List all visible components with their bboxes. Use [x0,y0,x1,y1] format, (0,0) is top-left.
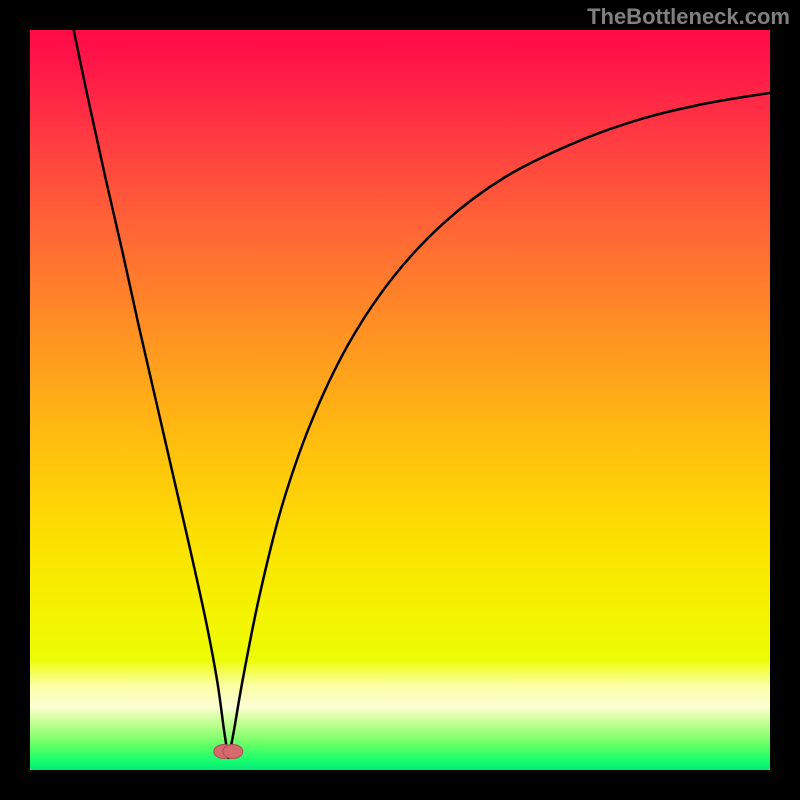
curve-left-branch [74,30,229,759]
curve-right-branch [228,93,770,759]
min-marker [214,745,243,759]
bottleneck-chart: TheBottleneck.com [0,0,800,800]
chart-svg-layer [0,0,800,800]
watermark-text: TheBottleneck.com [587,4,790,30]
